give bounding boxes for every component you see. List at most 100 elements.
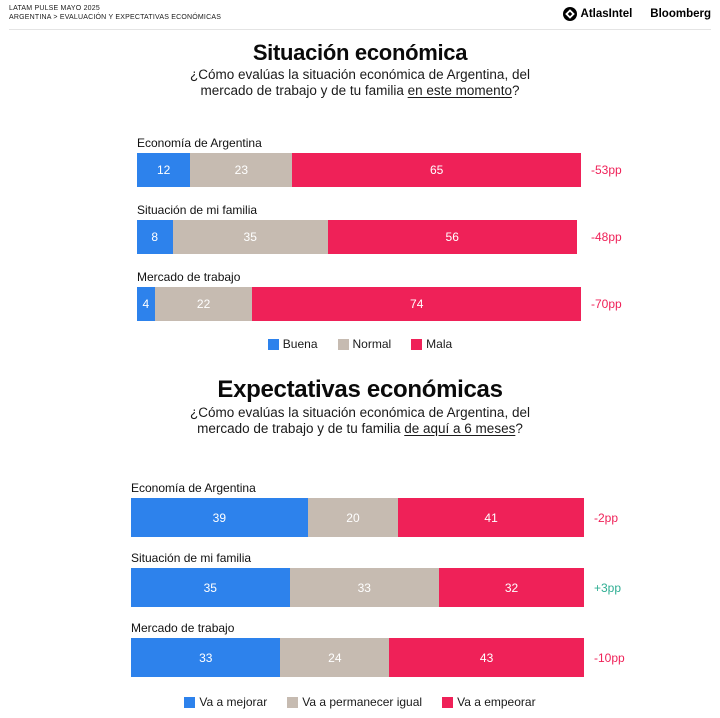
bar-row: Mercado de trabajo 33 24 43 -10pp bbox=[131, 621, 720, 677]
subtitle-text: ¿Cómo evalúas la situación económica de … bbox=[190, 405, 530, 436]
legend-swatch bbox=[267, 338, 279, 350]
bar-value: 20 bbox=[346, 510, 360, 525]
stacked-bar: 8 35 56 bbox=[137, 220, 581, 254]
bar-value: 35 bbox=[203, 580, 217, 595]
section-situacion-economica: Situación económica ¿Cómo evalúas la sit… bbox=[0, 41, 720, 351]
subtitle-underlined-text: de aquí a 6 meses bbox=[404, 421, 516, 436]
chart-legend: Buena Normal Mala bbox=[0, 337, 720, 351]
bar-value: 24 bbox=[328, 650, 342, 665]
legend-label: Va a mejorar bbox=[199, 695, 268, 709]
bar-segment: 39 bbox=[131, 498, 308, 537]
bar-segment: 65 bbox=[292, 153, 581, 187]
bar-category-label: Situación de mi familia bbox=[137, 203, 258, 217]
legend-label: Va a empeorar bbox=[457, 695, 536, 709]
chart-rows: Economía de Argentina 39 20 41 -2pp Situación… bbox=[131, 481, 720, 677]
legend-item: Va a empeorar bbox=[442, 695, 536, 709]
chart-subtitle: ¿Cómo evalúas la situación económica de … bbox=[120, 405, 600, 437]
chart-rows: Economía de Argentina 12 23 65 -53pp Situació… bbox=[137, 136, 720, 321]
bar-segment: 35 bbox=[172, 220, 328, 254]
bloomberg-wordmark: Bloomberg bbox=[650, 8, 711, 20]
bar-value: 32 bbox=[504, 580, 519, 595]
chart-title: Expectativas económicas bbox=[217, 376, 503, 403]
legend-label: Buena bbox=[282, 337, 318, 351]
subtitle-question-mark: ? bbox=[515, 421, 523, 436]
bar-segment: 74 bbox=[252, 287, 581, 321]
bar-value: 35 bbox=[243, 230, 257, 244]
bar-category-label: Economía de Argentina bbox=[137, 136, 262, 150]
atlasintel-logo: AtlasIntel bbox=[562, 7, 633, 21]
chart-title: Situación económica bbox=[252, 40, 468, 65]
bar-value: 41 bbox=[484, 510, 498, 525]
bar-value: 74 bbox=[410, 297, 424, 311]
bar-segment: 41 bbox=[398, 498, 584, 537]
legend-label: Va a permanecer igual bbox=[302, 695, 423, 709]
stacked-bar: 39 20 41 bbox=[131, 498, 584, 537]
bar-line: 12 23 65 -53pp bbox=[137, 153, 720, 187]
bar-value: 22 bbox=[196, 297, 211, 311]
bar-value: 33 bbox=[357, 580, 371, 595]
legend-swatch bbox=[287, 696, 299, 708]
delta-label: -53pp bbox=[591, 163, 622, 177]
bar-value: 23 bbox=[234, 163, 248, 177]
subtitle-text: ¿Cómo evalúas la situación económica de … bbox=[190, 67, 530, 98]
legend-label: Normal bbox=[352, 337, 392, 351]
legend-item: Va a permanecer igual bbox=[287, 695, 422, 709]
legend-swatch bbox=[442, 696, 454, 708]
bar-segment: 22 bbox=[154, 287, 253, 321]
bar-segment: 12 bbox=[137, 153, 191, 187]
header-brands: AtlasIntel Bloomberg bbox=[562, 5, 711, 21]
legend-label: Mala bbox=[426, 337, 453, 351]
bar-value: 43 bbox=[479, 650, 494, 665]
header-meta: LATAM PULSE MAYO 2025 ARGENTINA > EVALUA… bbox=[9, 5, 221, 22]
legend-swatch bbox=[184, 696, 196, 708]
bar-value: 56 bbox=[445, 230, 459, 244]
bar-segment: 23 bbox=[190, 153, 293, 187]
bar-line: 33 24 43 -10pp bbox=[131, 638, 720, 677]
legend-swatch bbox=[337, 338, 349, 350]
subtitle-underlined-text: en este momento bbox=[407, 83, 512, 98]
bar-value: 8 bbox=[151, 230, 159, 244]
bar-line: 39 20 41 -2pp bbox=[131, 498, 720, 537]
delta-label: -2pp bbox=[594, 510, 619, 525]
bar-category-label: Situación de mi familia bbox=[131, 551, 252, 565]
bar-category-label: Mercado de trabajo bbox=[137, 270, 241, 284]
bloomberg-logo: Bloomberg bbox=[650, 8, 711, 20]
report-title: LATAM PULSE MAYO 2025 bbox=[9, 5, 100, 12]
atlasintel-wordmark: AtlasIntel bbox=[580, 8, 633, 20]
bar-value: 4 bbox=[142, 297, 150, 311]
bar-row: Economía de Argentina 39 20 41 -2pp bbox=[131, 481, 720, 537]
bar-segment: 32 bbox=[439, 568, 584, 607]
bar-line: 4 22 74 -70pp bbox=[137, 287, 720, 321]
delta-label: -10pp bbox=[594, 650, 625, 665]
section-expectativas-economicas: Expectativas económicas ¿Cómo evalúas la… bbox=[0, 377, 720, 709]
bar-line: 8 35 56 -48pp bbox=[137, 220, 720, 254]
delta-label: -70pp bbox=[591, 297, 622, 311]
legend-item: Va a mejorar bbox=[184, 695, 267, 709]
bar-category-label: Economía de Argentina bbox=[131, 481, 256, 495]
bar-value: 39 bbox=[212, 510, 226, 525]
atlasintel-icon bbox=[562, 7, 577, 21]
bar-segment: 24 bbox=[280, 638, 390, 677]
legend-swatch bbox=[411, 338, 423, 350]
legend-item: Normal bbox=[337, 337, 392, 351]
bar-segment: 33 bbox=[131, 638, 281, 677]
bar-line: 35 33 32 +3pp bbox=[131, 568, 720, 607]
bar-row: Economía de Argentina 12 23 65 -53pp bbox=[137, 136, 720, 187]
header-divider bbox=[9, 29, 711, 30]
chart-legend: Va a mejorar Va a permanecer igual Va a em… bbox=[0, 695, 720, 709]
bar-segment: 8 bbox=[137, 220, 173, 254]
chart-subtitle: ¿Cómo evalúas la situación económica de … bbox=[120, 67, 600, 99]
breadcrumb: ARGENTINA > EVALUACIÓN Y EXPECTATIVAS EC… bbox=[9, 13, 222, 21]
bar-category-label: Mercado de trabajo bbox=[131, 621, 235, 635]
bar-segment: 20 bbox=[307, 498, 399, 537]
stacked-bar: 33 24 43 bbox=[131, 638, 584, 677]
stacked-bar: 35 33 32 bbox=[131, 568, 584, 607]
bar-row: Situación de mi familia 35 33 32 +3pp bbox=[131, 551, 720, 607]
bar-row: Situación de mi familia 8 35 56 -48pp bbox=[137, 203, 720, 254]
page-header: LATAM PULSE MAYO 2025 ARGENTINA > EVALUA… bbox=[0, 0, 720, 29]
legend-item: Buena bbox=[267, 337, 318, 351]
bar-segment: 35 bbox=[131, 568, 290, 607]
legend-item: Mala bbox=[411, 337, 452, 351]
bar-segment: 43 bbox=[389, 638, 584, 677]
